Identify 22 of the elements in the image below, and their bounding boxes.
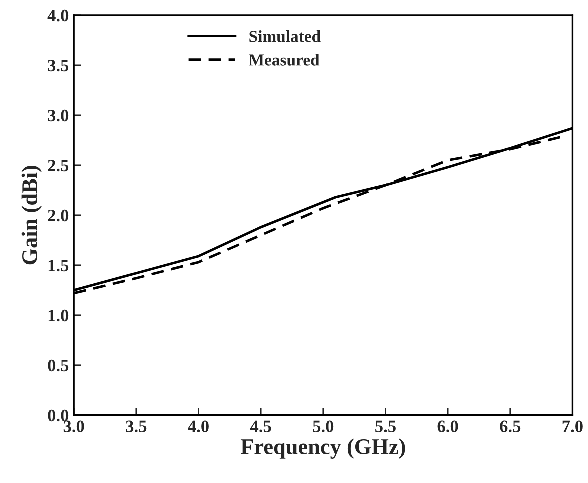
y-axis-title: Gain (dBi) [22, 166, 42, 265]
x-tick-label: 6.5 [500, 420, 521, 433]
y-tick-label: 2.5 [48, 160, 69, 172]
legend-label: Simulated [250, 30, 321, 42]
x-tick-label: 4.5 [250, 420, 272, 433]
x-axis-title: Frequency (GHz) [240, 438, 406, 459]
x-tick-label: 5.0 [313, 420, 334, 433]
x-tick-label: 3.5 [126, 420, 147, 433]
y-tick-label: 2.0 [48, 210, 69, 222]
y-tick-label: 1.0 [48, 310, 69, 322]
x-tick-label: 5.5 [376, 420, 396, 433]
y-tick-label: 3.0 [48, 110, 69, 122]
legend-label: Measured [249, 54, 320, 66]
x-tick-label: 6.0 [438, 420, 458, 433]
y-tick-label: 0.5 [48, 360, 69, 372]
y-tick-label: 1.5 [48, 260, 69, 272]
y-tick-label: 3.5 [48, 60, 69, 72]
x-tick-label: 3.0 [64, 420, 84, 433]
x-tick-label: 4.0 [188, 420, 209, 433]
y-tick-label: 4.0 [48, 10, 69, 22]
y-tick-label: 0.0 [48, 410, 69, 422]
x-tick-label: 7.0 [562, 420, 583, 433]
